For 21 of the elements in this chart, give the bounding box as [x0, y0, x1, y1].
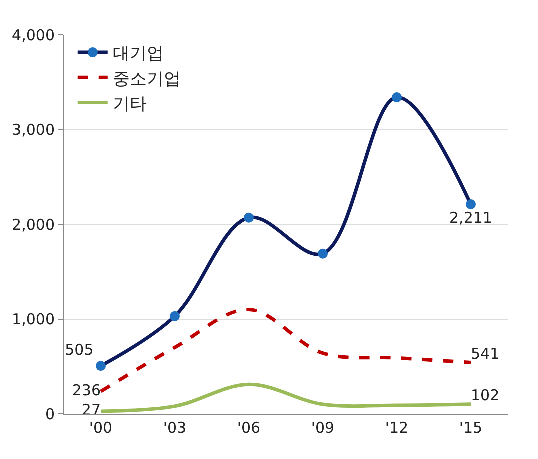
data-label: 102 [471, 386, 500, 405]
line-series [99, 308, 473, 394]
x-tick-label: '09 [311, 419, 335, 437]
x-tick-label: '12 [385, 419, 409, 437]
y-tick-label: 2,000 [12, 216, 55, 234]
data-label: 236 [72, 381, 101, 400]
legend-label: 중소기업 [112, 69, 181, 90]
y-tick-label: 1,000 [12, 310, 55, 328]
y-tick-label: 3,000 [12, 121, 55, 139]
y-tick-label: 4,000 [12, 26, 55, 44]
legend-label: 기타 [112, 94, 147, 114]
data-label: 2,211 [450, 209, 492, 228]
x-tick-label: '00 [89, 419, 113, 437]
x-tick-label: '15 [459, 419, 483, 437]
x-tick-label: '03 [163, 419, 187, 437]
legend-label: 대기업 [112, 44, 164, 64]
line-series [99, 382, 473, 414]
data-label: 541 [471, 344, 500, 363]
y-tick-label: 0 [45, 405, 55, 424]
x-tick-label: '06 [237, 419, 261, 437]
data-label: 505 [65, 341, 94, 360]
